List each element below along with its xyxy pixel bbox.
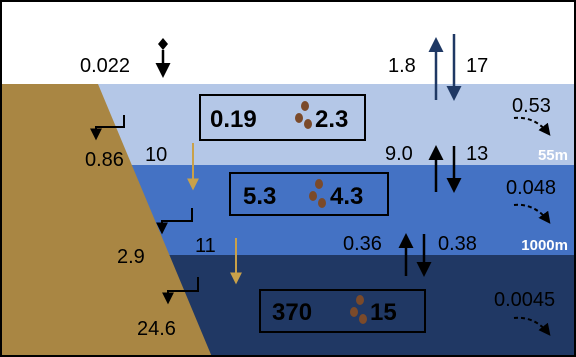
mixing-lower-down-value: 0.38 bbox=[438, 233, 477, 255]
mixing-lower-up-value: 0.36 bbox=[343, 233, 382, 255]
settling-surface-value: 10 bbox=[145, 144, 167, 166]
land-input-intermediate-value: 2.9 bbox=[117, 246, 145, 268]
particle-icon bbox=[309, 179, 326, 208]
land-input-intermediate-arrow bbox=[156, 208, 193, 235]
intermediate-particulate-value: 4.3 bbox=[330, 183, 363, 210]
deep-particulate-value: 15 bbox=[370, 299, 397, 326]
mixing-upper-down-value: 13 bbox=[466, 143, 488, 165]
depth-label-55m: 55m bbox=[538, 147, 568, 164]
land-slope bbox=[0, 84, 212, 357]
land-input-surface-value: 0.86 bbox=[85, 149, 124, 171]
land-input-deep-arrow bbox=[162, 277, 199, 305]
intermediate-inventory-box bbox=[229, 172, 389, 216]
export-deep-value: 0.0045 bbox=[494, 289, 555, 311]
export-deep-arrow bbox=[513, 316, 551, 336]
particle-icon bbox=[295, 101, 312, 129]
atmosphere-deposition-value: 0.022 bbox=[80, 55, 130, 77]
mixing-upper-up-value: 9.0 bbox=[385, 143, 413, 165]
particle-icon bbox=[350, 295, 367, 324]
surface-particulate-value: 2.3 bbox=[315, 106, 348, 133]
deep-dissolved-value: 370 bbox=[272, 299, 312, 326]
export-surface-arrow bbox=[513, 116, 551, 136]
depth-label-1000m: 1000m bbox=[521, 237, 568, 254]
surface-inventory-box bbox=[199, 94, 366, 141]
air-sea-down-value: 17 bbox=[466, 55, 488, 77]
intermediate-dissolved-value: 5.3 bbox=[243, 183, 276, 210]
land-input-deep-value: 24.6 bbox=[137, 318, 176, 340]
land-input-surface-arrow bbox=[90, 115, 125, 141]
export-surface-value: 0.53 bbox=[512, 95, 551, 117]
atmosphere-deposition-arrow bbox=[155, 38, 171, 78]
deep-inventory-box bbox=[259, 289, 426, 333]
export-intermediate-value: 0.048 bbox=[506, 177, 556, 199]
settling-intermediate-value: 11 bbox=[195, 235, 216, 257]
export-intermediate-arrow bbox=[513, 203, 551, 224]
surface-dissolved-value: 0.19 bbox=[210, 106, 257, 133]
air-sea-up-value: 1.8 bbox=[388, 55, 416, 77]
